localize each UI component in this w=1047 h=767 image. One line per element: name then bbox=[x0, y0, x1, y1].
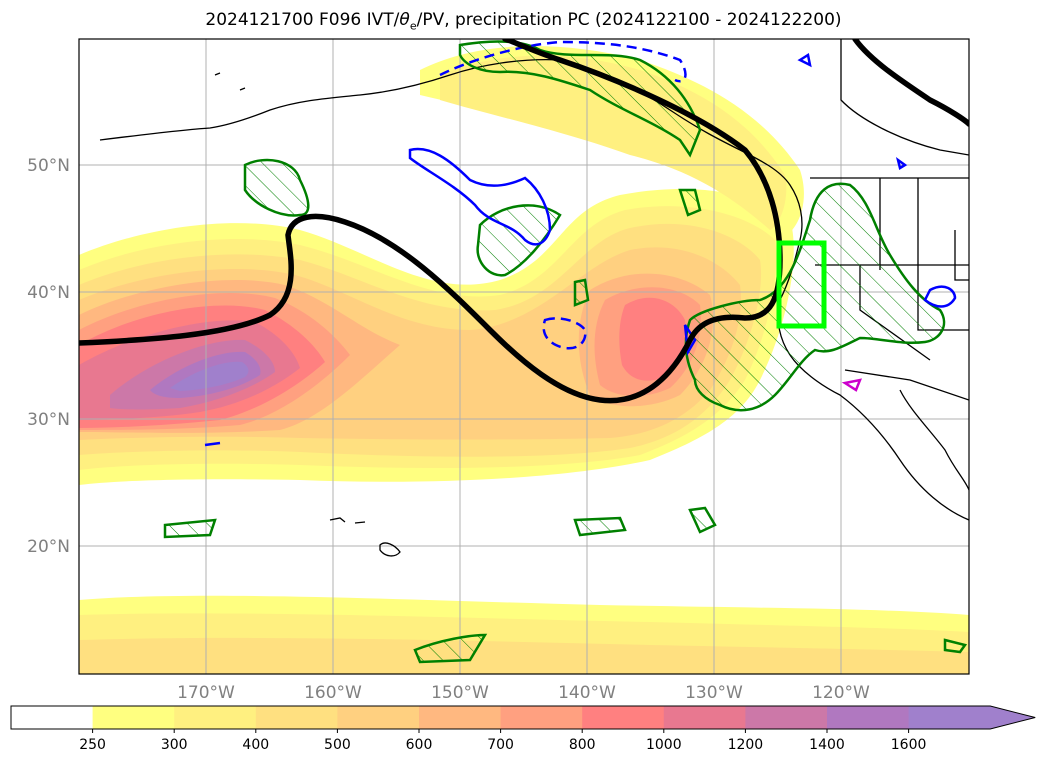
lon-label: 160°W bbox=[304, 683, 362, 703]
pv-contours bbox=[204, 40, 957, 447]
lat-label: 50°N bbox=[27, 156, 70, 176]
precip-contours bbox=[163, 40, 968, 664]
baja-coast bbox=[789, 354, 969, 521]
colorbar-tick-label: 800 bbox=[569, 737, 596, 753]
colorbar-tick-label: 500 bbox=[324, 737, 351, 753]
lat-tick-labels: 50°N 40°N 30°N 20°N bbox=[27, 156, 70, 557]
colorbar-tick-label: 1000 bbox=[646, 737, 682, 753]
colorbar-swatch bbox=[11, 706, 94, 729]
ivt-1600 bbox=[170, 361, 249, 391]
colorbar-tick-label: 1200 bbox=[728, 737, 764, 753]
lon-label: 130°W bbox=[685, 683, 743, 703]
bc-ab-border bbox=[840, 39, 969, 156]
lon-label: 170°W bbox=[177, 683, 235, 703]
state-border-3 bbox=[954, 230, 969, 281]
lon-label: 150°W bbox=[431, 683, 489, 703]
colorbar-swatch bbox=[582, 706, 665, 729]
colorbar-swatch bbox=[663, 706, 746, 729]
colorbar-tick-label: 400 bbox=[242, 737, 269, 753]
colorbar: 250 300 400 500 600 700 800 1000 1200 1400 1600 bbox=[10, 705, 1036, 753]
lon-label: 120°W bbox=[812, 683, 870, 703]
ivt-400-south bbox=[79, 637, 969, 674]
lat-label: 40°N bbox=[27, 283, 70, 303]
title-theta: θ bbox=[399, 10, 410, 30]
title-date: 2024121700 bbox=[205, 10, 314, 30]
colorbar-tick-label: 700 bbox=[487, 737, 514, 753]
lon-tick-labels: 170°W 160°W 150°W 140°W 130°W 120°W bbox=[177, 683, 870, 703]
colorbar-swatch bbox=[92, 706, 175, 729]
mexico-coast bbox=[899, 389, 969, 491]
aleutian bbox=[214, 72, 246, 91]
magenta-contour bbox=[841, 378, 863, 392]
map-frame bbox=[78, 38, 970, 675]
colorbar-tick-label: 1600 bbox=[891, 737, 927, 753]
colorbar-swatch bbox=[745, 706, 828, 729]
colorbar-swatch bbox=[419, 706, 502, 729]
hawaii-1 bbox=[329, 517, 346, 523]
colorbar-outline bbox=[10, 705, 1036, 730]
hawaii-3 bbox=[379, 542, 401, 557]
colorbar-tick-label: 300 bbox=[161, 737, 188, 753]
ivt-300-north bbox=[440, 55, 787, 230]
colorbar-swatch bbox=[827, 706, 910, 729]
colorbar-extend-arrow bbox=[989, 706, 1036, 729]
colorbar-swatch bbox=[500, 706, 583, 729]
map-area bbox=[79, 39, 969, 674]
colorbar-swatch bbox=[174, 706, 257, 729]
colorbar-swatch bbox=[908, 706, 991, 729]
title-forecast: F096 bbox=[319, 10, 362, 30]
hawaii-2 bbox=[354, 521, 366, 524]
target-box bbox=[776, 240, 827, 329]
colorbar-tick-label: 250 bbox=[79, 737, 106, 753]
title-ivt: IVT/ bbox=[366, 10, 400, 30]
lon-label: 140°W bbox=[558, 683, 616, 703]
title-theta-sub: e bbox=[409, 19, 417, 33]
colorbar-tick-label: 1400 bbox=[809, 737, 845, 753]
lat-label: 30°N bbox=[27, 410, 70, 430]
chart-title: 2024121700 F096 IVT/θe/PV, precipitation… bbox=[0, 10, 1047, 32]
title-rest: /PV, precipitation PC (2024122100 - 2024… bbox=[416, 10, 842, 30]
colorbar-swatch bbox=[255, 706, 338, 729]
us-mexico-border bbox=[844, 369, 969, 401]
colorbar-swatch bbox=[337, 706, 420, 729]
lat-label: 20°N bbox=[27, 537, 70, 557]
colorbar-tick-label: 600 bbox=[406, 737, 433, 753]
theta-contours bbox=[79, 39, 969, 404]
ivt-800-east bbox=[619, 297, 686, 381]
